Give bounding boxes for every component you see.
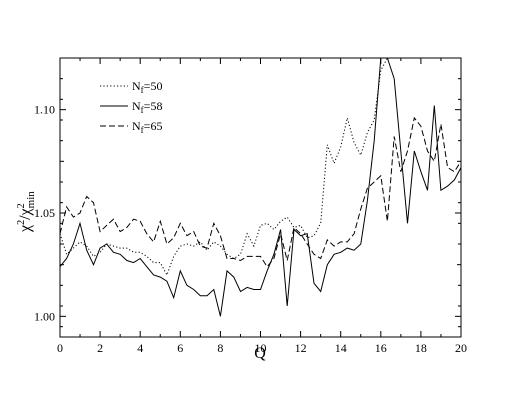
legend: Nf=50 Nf=58 Nf=65 xyxy=(100,79,162,135)
x-axis-label: Q xyxy=(254,345,266,362)
x-tick-label: 12 xyxy=(295,341,307,355)
y-tick-label: 1.10 xyxy=(34,103,55,117)
series-layer xyxy=(60,58,461,317)
x-tick-label: 4 xyxy=(137,341,143,355)
x-tick-label: 14 xyxy=(335,341,347,355)
x-tick-label: 18 xyxy=(415,341,427,355)
x-tick-label: 0 xyxy=(57,341,63,355)
series-line-2 xyxy=(60,58,461,317)
legend-entry-3: Nf=65 xyxy=(132,119,162,135)
legend-entry-1: Nf=50 xyxy=(132,79,162,95)
x-tick-label: 20 xyxy=(455,341,467,355)
x-tick-label: 2 xyxy=(97,341,103,355)
y-axis-label: χ2/χ2min xyxy=(16,191,37,233)
plot-frame xyxy=(59,57,462,338)
series-line-3 xyxy=(60,116,461,268)
x-tick-label: 8 xyxy=(217,341,223,355)
y-tick-label: 1.00 xyxy=(34,309,55,323)
x-tick-label: 16 xyxy=(375,341,387,355)
series-line-1 xyxy=(60,58,388,277)
legend-entry-2: Nf=58 xyxy=(132,99,162,115)
x-tick-label: 10 xyxy=(255,341,267,355)
y-axis: 1.00 1.05 1.10 xyxy=(34,78,461,328)
x-axis: 0 2 4 6 8 10 12 14 16 18 20 xyxy=(57,58,467,355)
y-tick-label: 1.05 xyxy=(34,206,55,220)
x-tick-label: 6 xyxy=(177,341,183,355)
